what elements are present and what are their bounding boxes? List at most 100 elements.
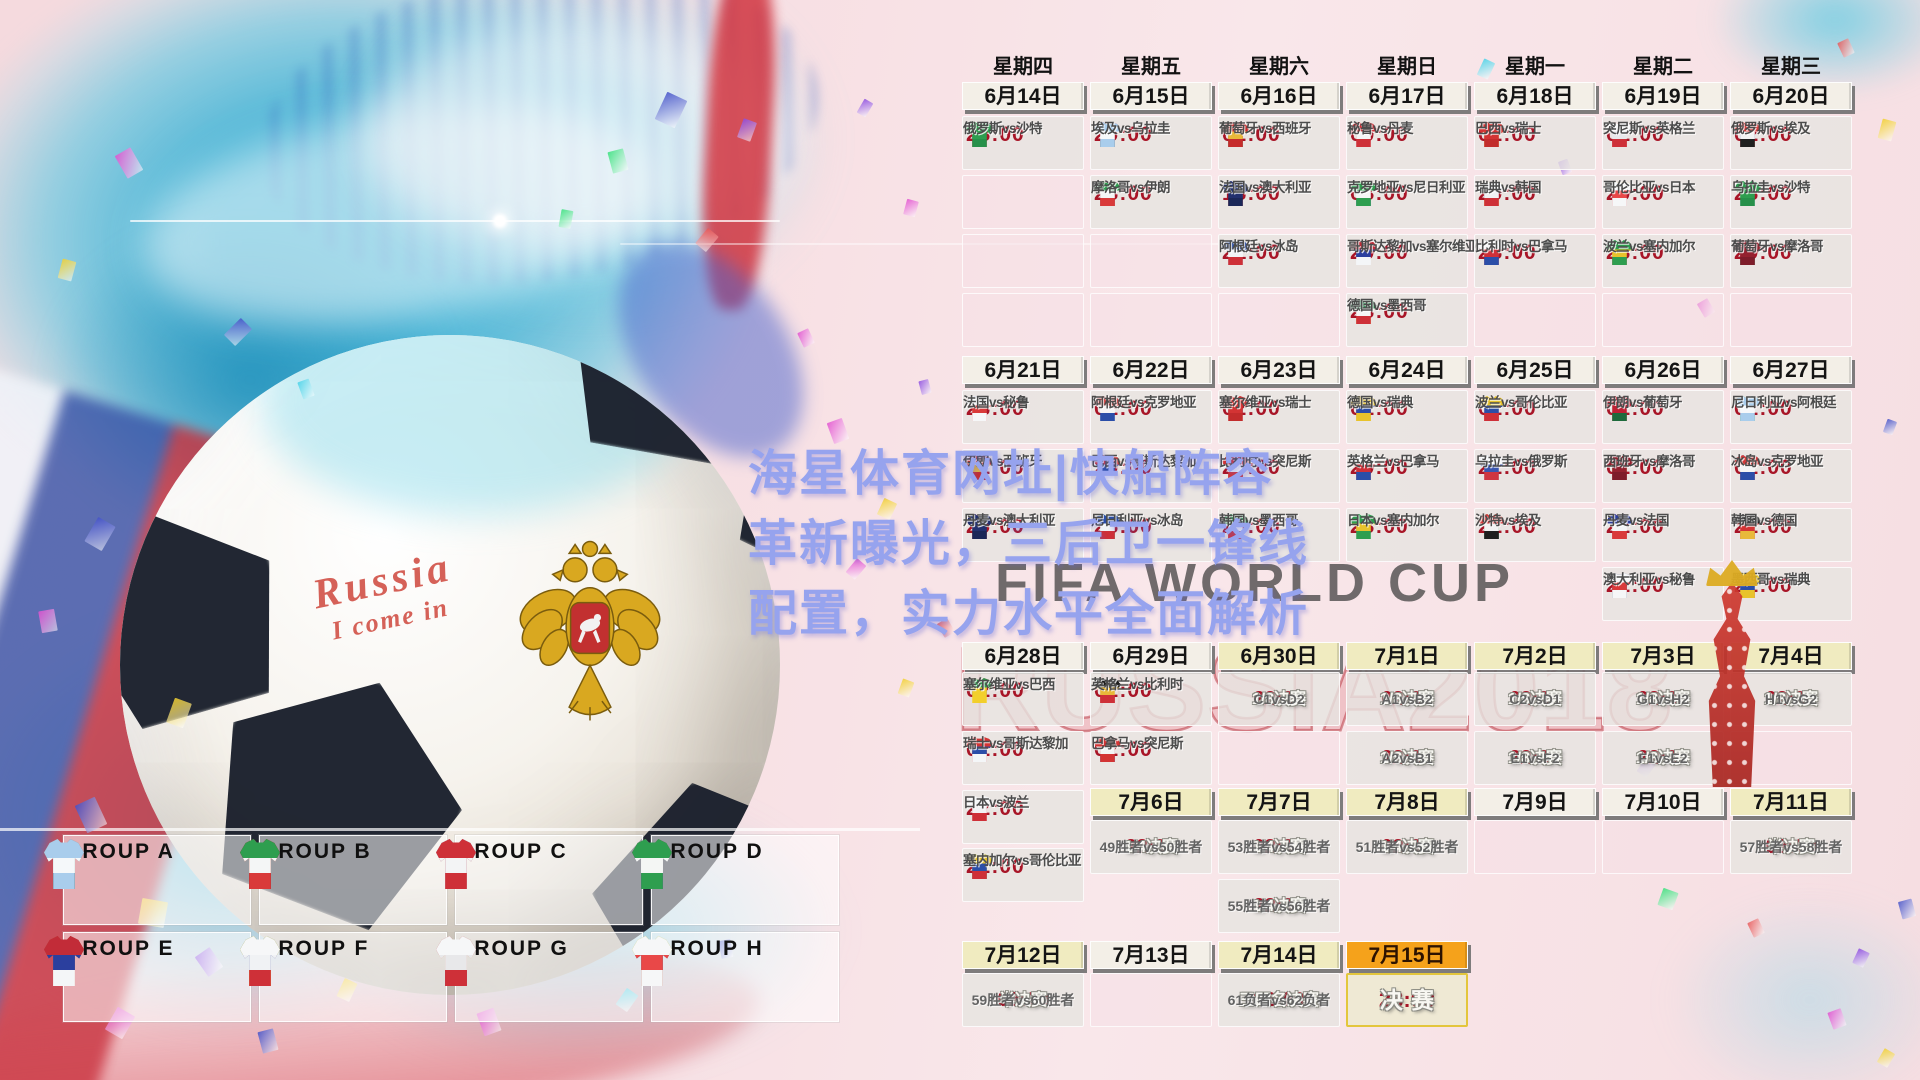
date-header: 7月15日 xyxy=(1346,941,1468,969)
knockout-matchup: 59胜者vs60胜者 xyxy=(971,992,1075,1008)
match-row: 02:00 xyxy=(1603,450,1664,482)
empty-cell xyxy=(1602,820,1724,874)
date-header: 7月12日 xyxy=(962,941,1084,969)
match-row: 02:00 xyxy=(1219,391,1280,423)
date-header: 6月14日 xyxy=(962,82,1084,110)
match-cell: 02:00 伊朗vs西班牙 xyxy=(962,449,1084,503)
match-teams: 丹麦vs法国 xyxy=(1603,513,1670,528)
match-time: 02:00 xyxy=(1765,836,1817,858)
weekday-label: 星期六 xyxy=(1249,56,1309,78)
match-teams: 英格兰vs比利时 xyxy=(1091,677,1184,692)
date-header: 6月30日 xyxy=(1218,642,1340,670)
match-cell: 20:00 哥斯达黎加vs塞尔维亚 xyxy=(1346,234,1479,288)
date-header: 7月10日 xyxy=(1602,788,1724,816)
match-row: 02:00 xyxy=(1475,117,1536,149)
match-row: 23:00 xyxy=(1347,509,1408,541)
group-box: GROUP B xyxy=(240,835,447,925)
match-row: 02:00 xyxy=(1091,391,1152,423)
group-title: GROUP F xyxy=(260,937,370,960)
match-cell: 23:00 日本vs塞内加尔 xyxy=(1346,508,1468,562)
match-teams: 摩洛哥vs伊朗 xyxy=(1091,180,1171,195)
match-row: 20:00 xyxy=(1475,176,1536,208)
group-title: GROUP H xyxy=(652,937,764,960)
match-row: 02:00 xyxy=(963,450,1024,482)
empty-cell xyxy=(1730,293,1852,347)
match-row: 02:00 xyxy=(1603,117,1664,149)
date-header: 7月7日 xyxy=(1218,788,1340,816)
match-teams: 乌拉圭vs沙特 xyxy=(1731,180,1811,195)
match-row: 20:00 xyxy=(1091,117,1152,149)
match-teams: 冰岛vs克罗地亚 xyxy=(1731,454,1824,469)
match-time: 22:00 xyxy=(1253,989,1305,1011)
divider-line xyxy=(0,828,920,831)
match-cell: 23:00 德国vs墨西哥 xyxy=(1346,293,1468,347)
date-header: 6月23日 xyxy=(1218,356,1340,384)
match-teams: 阿根廷vs冰岛 xyxy=(1219,239,1299,254)
match-cell: 22:00 乌拉圭vs俄罗斯 xyxy=(1474,449,1596,503)
match-row: 20:00 xyxy=(1347,235,1408,267)
match-teams: 法国vs秘鲁 xyxy=(963,395,1030,410)
knockout-cell: 02:00 1/8决赛 G1vsH2 xyxy=(1602,672,1724,726)
knockout-cell: 22:00 1/8决赛 C1vsD2 xyxy=(1218,672,1340,726)
match-time: 22:00 xyxy=(1253,895,1305,917)
slogan-line-2: 革新曝光，三后卫一锋线 xyxy=(748,517,1310,571)
date-header: 7月3日 xyxy=(1602,642,1724,670)
slogan-line-1: 海星体育网址|快船阵容 xyxy=(748,447,1274,501)
empty-cell xyxy=(1218,293,1340,347)
match-teams: 伊朗vs葡萄牙 xyxy=(1603,395,1683,410)
date-header: 6月20日 xyxy=(1730,82,1852,110)
match-time: 02:00 xyxy=(1765,688,1817,710)
confetti-piece xyxy=(1882,418,1898,436)
confetti-piece xyxy=(918,378,932,396)
match-teams: 德国vs瑞典 xyxy=(1347,395,1414,410)
weekday-label: 星期一 xyxy=(1505,56,1565,78)
fifa-world-cup-watermark: FIFA WORLD CUP xyxy=(995,553,1514,613)
knockout-matchup: F1vsE2 xyxy=(1638,750,1688,766)
match-teams: 葡萄牙vs西班牙 xyxy=(1219,121,1312,136)
match-row: 20:00 xyxy=(1347,450,1408,482)
match-teams: 法国vs澳大利亚 xyxy=(1219,180,1312,195)
match-cell: 02:00 俄罗斯vs埃及 xyxy=(1730,116,1852,170)
match-teams: 澳大利亚vs秘鲁 xyxy=(1603,572,1696,587)
match-teams: 日本vs塞内加尔 xyxy=(1347,513,1440,528)
match-cell: 23:00 比利时vs巴拿马 xyxy=(1474,234,1596,288)
date-header: 6月22日 xyxy=(1090,356,1212,384)
knockout-matchup: A2vsB1 xyxy=(1381,750,1433,766)
sparkle-line xyxy=(130,220,780,222)
match-teams: 日本vs波兰 xyxy=(963,795,1030,810)
group-title: GROUP B xyxy=(260,840,372,863)
match-row: 22:00 xyxy=(1731,509,1792,541)
knockout-cell: 02:00 1/4决赛 53胜者vs54胜者 xyxy=(1218,820,1340,874)
match-row: 20:00 xyxy=(1091,450,1152,482)
match-row: 23:00 xyxy=(963,391,1024,423)
match-time: 02:00 xyxy=(1381,836,1433,858)
knockout-cell: 02:00 1/8决赛 C2vsD1 xyxy=(1474,672,1596,726)
match-teams: 埃及vs乌拉圭 xyxy=(1091,121,1171,136)
match-cell: 22:00 澳大利亚vs秘鲁 xyxy=(1602,567,1724,621)
match-row: 18:00 xyxy=(1219,176,1280,208)
match-row: 02:00 xyxy=(1475,391,1536,423)
knockout-matchup: 61负者vs62负者 xyxy=(1227,992,1331,1008)
empty-cell xyxy=(1090,293,1212,347)
confetti-piece xyxy=(897,678,915,698)
match-cell: 22:00 韩国vs德国 xyxy=(1730,508,1852,562)
date-header: 6月26日 xyxy=(1602,356,1724,384)
match-time: 02:00 xyxy=(1381,688,1433,710)
stage-label: 1/4决赛 xyxy=(1251,897,1307,915)
match-cell: 02:00 德国vs瑞典 xyxy=(1346,390,1468,444)
match-teams: 比利时vs巴拿马 xyxy=(1475,239,1568,254)
match-cell: 02:00 塞尔维亚vs瑞士 xyxy=(1218,390,1340,444)
match-row: 22:00 xyxy=(1603,509,1664,541)
match-row: 20:00 xyxy=(1603,176,1664,208)
knockout-cell: 02:00 半决赛 59胜者vs60胜者 xyxy=(962,973,1084,1027)
date-header: 7月14日 xyxy=(1218,941,1340,969)
sparkle-star xyxy=(495,216,505,226)
match-row: 21:00 xyxy=(1219,235,1280,267)
match-teams: 克罗地亚vs尼日利亚 xyxy=(1347,180,1466,195)
match-row: 02:00 xyxy=(963,673,1024,705)
date-header: 6月17日 xyxy=(1346,82,1468,110)
match-cell: 02:00 突尼斯vs英格兰 xyxy=(1602,116,1724,170)
group-title: GROUP G xyxy=(456,937,569,960)
date-header: 6月21日 xyxy=(962,356,1084,384)
knockout-cell: 22:00 1/8决赛 E1vsF2 xyxy=(1474,731,1596,785)
